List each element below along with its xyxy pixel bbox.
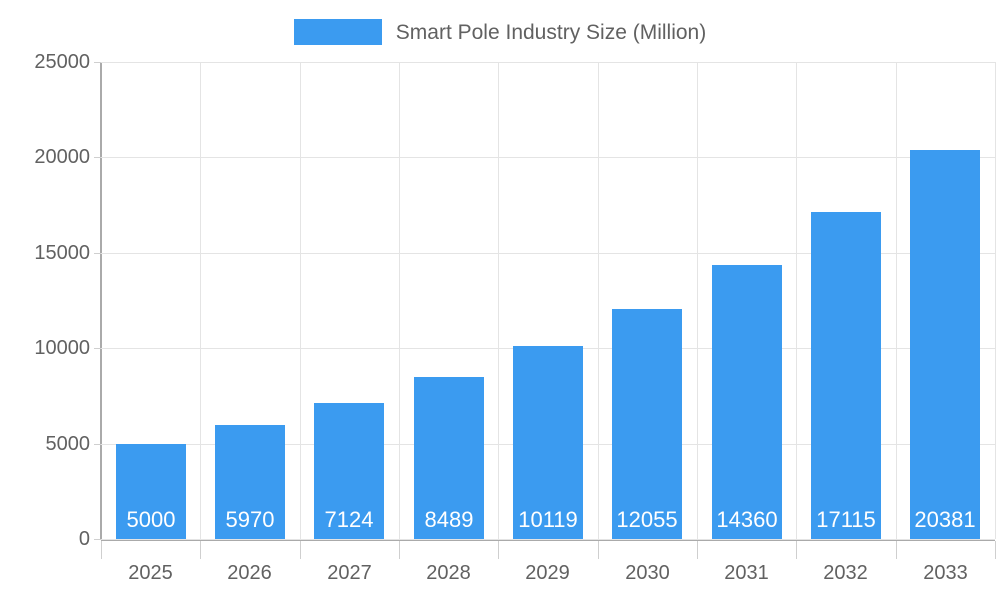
bar-value-label: 8489 bbox=[424, 507, 474, 532]
bar-2027[interactable]: 7124 bbox=[314, 403, 384, 539]
gridline-horizontal bbox=[101, 539, 995, 540]
bar-value-label: 5970 bbox=[225, 507, 275, 532]
y-axis-tick-label: 10000 bbox=[34, 337, 90, 360]
legend-entry-smart-pole-industry-size[interactable]: Smart Pole Industry Size (Million) bbox=[293, 19, 707, 45]
y-axis-tick-label: 25000 bbox=[34, 51, 90, 73]
x-axis-tick-mark bbox=[598, 541, 599, 559]
x-axis-tick-mark bbox=[796, 541, 797, 559]
x-axis-tick-mark bbox=[896, 541, 897, 559]
x-axis-tick-label: 2027 bbox=[327, 562, 372, 584]
bar-2032[interactable]: 17115 bbox=[811, 212, 881, 539]
legend-color-swatch-icon bbox=[293, 19, 382, 45]
bar-2033[interactable]: 20381 bbox=[910, 150, 980, 539]
y-axis-tick-label: 20000 bbox=[34, 146, 90, 169]
gridline-horizontal bbox=[101, 62, 995, 63]
y-axis-tick-label: 15000 bbox=[34, 241, 90, 264]
plot-area: 5000 5970 7124 8489 10119 12055 14360 17115 2038… bbox=[101, 62, 996, 540]
chart-legend: Smart Pole Industry Size (Million) bbox=[0, 14, 1000, 50]
x-axis-tick-label: 2032 bbox=[823, 562, 868, 584]
gridline-vertical bbox=[796, 62, 797, 539]
y-axis-tick-mark bbox=[94, 348, 101, 350]
x-axis-tick-label: 2031 bbox=[724, 562, 769, 584]
bar-value-label: 14360 bbox=[716, 507, 778, 532]
gridline-vertical bbox=[399, 62, 400, 539]
bar-value-label: 12055 bbox=[616, 507, 678, 532]
gridline-vertical bbox=[200, 62, 201, 539]
x-axis-tick-mark bbox=[995, 541, 996, 559]
y-axis-tick-label: 0 bbox=[78, 528, 90, 550]
bar-2026[interactable]: 5970 bbox=[215, 425, 285, 539]
y-axis-tick-mark bbox=[94, 539, 101, 540]
gridline-vertical bbox=[995, 62, 996, 539]
gridline-vertical bbox=[598, 62, 599, 539]
x-axis-tick-label: 2025 bbox=[128, 562, 173, 584]
gridline-vertical bbox=[697, 62, 698, 539]
y-axis-tick-mark bbox=[94, 252, 101, 254]
x-axis-tick-mark bbox=[697, 541, 698, 559]
x-axis-tick-label: 2030 bbox=[625, 562, 670, 584]
legend-entry-label: Smart Pole Industry Size (Million) bbox=[395, 20, 707, 44]
x-axis-tick-label: 2033 bbox=[923, 562, 968, 584]
x-axis-tick-label: 2028 bbox=[426, 562, 471, 584]
y-axis-tick-label: 5000 bbox=[45, 432, 91, 455]
x-axis-tick-label: 2029 bbox=[525, 562, 570, 584]
bar-2025[interactable]: 5000 bbox=[116, 444, 186, 539]
x-axis-tick-label: 2026 bbox=[227, 562, 272, 584]
y-axis-tick-mark bbox=[94, 443, 101, 445]
y-axis-tick-mark bbox=[94, 157, 101, 159]
x-axis-tick-mark bbox=[399, 541, 400, 559]
gridline-horizontal bbox=[101, 157, 995, 159]
bar-2029[interactable]: 10119 bbox=[513, 346, 583, 539]
x-axis-tick-mark bbox=[300, 541, 301, 559]
gridline-vertical bbox=[896, 62, 897, 539]
x-axis-tick-mark bbox=[498, 541, 499, 559]
bar-2028[interactable]: 8489 bbox=[414, 377, 484, 539]
x-axis-tick-mark bbox=[101, 541, 102, 559]
bar-value-label: 17115 bbox=[816, 507, 876, 532]
bar-value-label: 10119 bbox=[518, 507, 578, 532]
x-axis-line bbox=[101, 539, 995, 541]
bar-value-label: 5000 bbox=[126, 507, 176, 532]
gridline-vertical bbox=[300, 62, 301, 539]
bar-value-label: 7124 bbox=[324, 507, 374, 532]
gridline-vertical bbox=[498, 62, 499, 539]
gridline-horizontal bbox=[101, 252, 995, 254]
x-axis-tick-mark bbox=[200, 541, 201, 559]
y-axis-tick-mark bbox=[94, 62, 101, 63]
y-axis-line bbox=[100, 62, 102, 540]
bar-value-label: 20381 bbox=[914, 507, 976, 532]
bar-2030[interactable]: 12055 bbox=[612, 309, 682, 539]
bar-2031[interactable]: 14360 bbox=[712, 265, 782, 539]
